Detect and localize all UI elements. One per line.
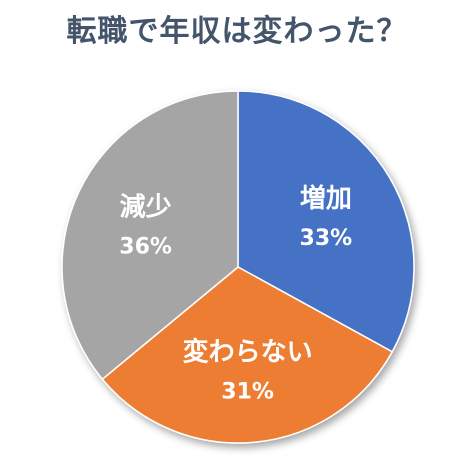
pie-slice-increase (237, 90, 415, 353)
pie-slice-decrease (61, 90, 239, 381)
slice-label-increase: 増加 (300, 184, 352, 214)
slice-value-increase: 33% (300, 226, 353, 251)
slice-label-decrease: 減少 (120, 193, 172, 223)
pie-slice-unchanged (101, 266, 394, 444)
chart-title: 転職で年収は変わった？ (66, 14, 408, 49)
slice-value-unchanged: 31% (221, 380, 274, 405)
slice-label-unchanged: 変わらない (183, 337, 313, 368)
slice-value-decrease: 36% (119, 235, 172, 260)
